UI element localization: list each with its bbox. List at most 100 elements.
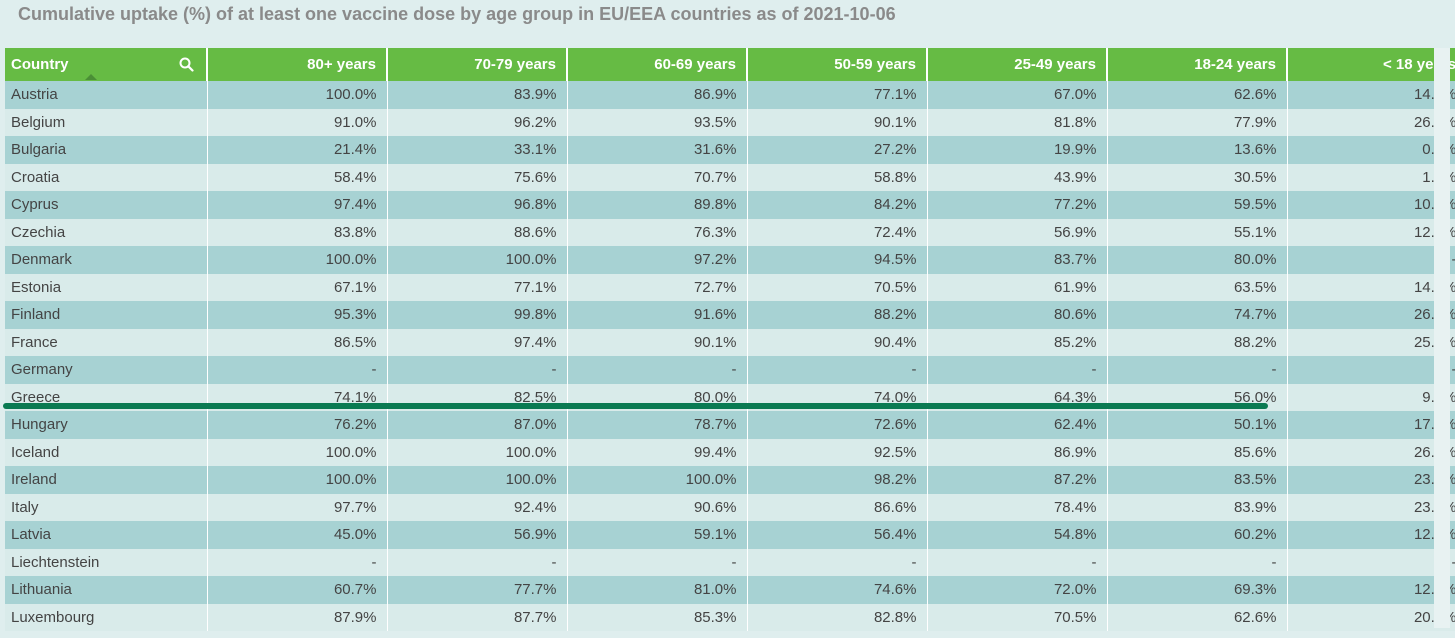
search-icon[interactable] bbox=[179, 57, 194, 76]
table-row[interactable]: Austria100.0%83.9%86.9%77.1%67.0%62.6%14… bbox=[5, 81, 1455, 109]
uptake-value-cell: 20.7% bbox=[1287, 603, 1455, 631]
column-header-under-18[interactable]: < 18 years bbox=[1287, 48, 1455, 81]
uptake-value-cell: - bbox=[747, 548, 928, 576]
uptake-value-cell: 96.2% bbox=[387, 108, 568, 136]
vertical-scrollbar[interactable] bbox=[1434, 48, 1450, 628]
uptake-value-cell: - bbox=[567, 356, 748, 384]
uptake-value-cell: 99.8% bbox=[387, 301, 568, 329]
uptake-value-cell: 59.5% bbox=[1107, 191, 1288, 219]
table-row[interactable]: Cyprus97.4%96.8%89.8%84.2%77.2%59.5%10.7… bbox=[5, 191, 1455, 219]
uptake-value-cell: 77.1% bbox=[387, 273, 568, 301]
uptake-value-cell: 76.3% bbox=[567, 218, 748, 246]
uptake-value-cell: 80.0% bbox=[1107, 246, 1288, 274]
uptake-value-cell: 56.9% bbox=[387, 521, 568, 549]
uptake-value-cell: 90.4% bbox=[747, 328, 928, 356]
uptake-value-cell: 77.1% bbox=[747, 81, 928, 109]
uptake-value-cell: 87.0% bbox=[387, 411, 568, 439]
column-header-country[interactable]: Country bbox=[5, 48, 208, 81]
uptake-value-cell: 54.8% bbox=[927, 521, 1108, 549]
table-row[interactable]: France86.5%97.4%90.1%90.4%85.2%88.2%25.3… bbox=[5, 328, 1455, 356]
uptake-value-cell: - bbox=[207, 356, 388, 384]
uptake-value-cell: 83.9% bbox=[387, 81, 568, 109]
uptake-value-cell: 62.4% bbox=[927, 411, 1108, 439]
country-name-cell: Estonia bbox=[5, 273, 208, 301]
country-name-cell: Iceland bbox=[5, 438, 208, 466]
uptake-value-cell: 99.4% bbox=[567, 438, 748, 466]
uptake-value-cell: - bbox=[387, 548, 568, 576]
table-row[interactable]: Belgium91.0%96.2%93.5%90.1%81.8%77.9%26.… bbox=[5, 108, 1455, 136]
uptake-value-cell: 33.1% bbox=[387, 136, 568, 164]
table-row[interactable]: Finland95.3%99.8%91.6%88.2%80.6%74.7%26.… bbox=[5, 301, 1455, 329]
uptake-value-cell: 56.9% bbox=[927, 218, 1108, 246]
uptake-value-cell: - bbox=[387, 356, 568, 384]
table-row[interactable]: Czechia83.8%88.6%76.3%72.4%56.9%55.1%12.… bbox=[5, 218, 1455, 246]
table-row[interactable]: Hungary76.2%87.0%78.7%72.6%62.4%50.1%17.… bbox=[5, 411, 1455, 439]
uptake-value-cell: 94.5% bbox=[747, 246, 928, 274]
uptake-value-cell: 78.7% bbox=[567, 411, 748, 439]
column-header-80plus[interactable]: 80+ years bbox=[207, 48, 388, 81]
column-header-50-59[interactable]: 50-59 years bbox=[747, 48, 928, 81]
uptake-value-cell: 21.4% bbox=[207, 136, 388, 164]
uptake-value-cell: 31.6% bbox=[567, 136, 748, 164]
country-name-cell: Latvia bbox=[5, 521, 208, 549]
uptake-value-cell: 9.0% bbox=[1287, 383, 1455, 411]
uptake-value-cell: 97.2% bbox=[567, 246, 748, 274]
table-row[interactable]: Iceland100.0%100.0%99.4%92.5%86.9%85.6%2… bbox=[5, 438, 1455, 466]
highlight-underline bbox=[3, 403, 1268, 409]
uptake-value-cell: 14.6% bbox=[1287, 81, 1455, 109]
uptake-value-cell: 62.6% bbox=[1107, 603, 1288, 631]
uptake-value-cell: 88.6% bbox=[387, 218, 568, 246]
table-row[interactable]: Ireland 100.0% 100.0% 100.0% 98.2% 87.2% 83.5%… bbox=[5, 466, 1455, 494]
table-row[interactable]: Germany------- bbox=[5, 356, 1455, 384]
column-header-70-79[interactable]: 70-79 years bbox=[387, 48, 568, 81]
column-header-25-49[interactable]: 25-49 years bbox=[927, 48, 1108, 81]
sort-ascending-icon[interactable] bbox=[85, 74, 97, 80]
column-header-18-24[interactable]: 18-24 years bbox=[1107, 48, 1288, 81]
uptake-value-cell: 89.8% bbox=[567, 191, 748, 219]
table-row[interactable]: Liechtenstein------- bbox=[5, 548, 1455, 576]
uptake-value-cell: 60.7% bbox=[207, 576, 388, 604]
country-name-cell: Austria bbox=[5, 81, 208, 109]
chart-title: Cumulative uptake (%) of at least one va… bbox=[18, 4, 896, 24]
country-name-cell: Finland bbox=[5, 301, 208, 329]
uptake-value-cell: 100.0% bbox=[387, 438, 568, 466]
uptake-value-cell: 43.9% bbox=[927, 163, 1108, 191]
uptake-value-cell: 23.4% bbox=[1287, 466, 1455, 494]
uptake-value-cell: 100.0% bbox=[387, 246, 568, 274]
table-row[interactable]: Estonia67.1%77.1%72.7%70.5%61.9%63.5%14.… bbox=[5, 273, 1455, 301]
uptake-value-cell: 95.3% bbox=[207, 301, 388, 329]
uptake-value-cell: 86.5% bbox=[207, 328, 388, 356]
uptake-value-cell: 97.4% bbox=[207, 191, 388, 219]
uptake-value-cell: 70.5% bbox=[927, 603, 1108, 631]
data-table-container: Country 80+ years 70-79 years 60-69 year… bbox=[5, 48, 1455, 631]
uptake-value-cell: 50.1% bbox=[1107, 411, 1288, 439]
uptake-value-cell: 26.9% bbox=[1287, 108, 1455, 136]
uptake-value-cell: 83.5% bbox=[1107, 466, 1288, 494]
table-row[interactable]: Lithuania60.7%77.7%81.0%74.6%72.0%69.3%1… bbox=[5, 576, 1455, 604]
uptake-value-cell: 80.6% bbox=[927, 301, 1108, 329]
uptake-value-cell: 27.2% bbox=[747, 136, 928, 164]
uptake-value-cell: 98.2% bbox=[747, 466, 928, 494]
column-header-60-69[interactable]: 60-69 years bbox=[567, 48, 748, 81]
table-row[interactable]: Luxembourg 87.9% 87.7% 85.3% 82.8% 70.5% 62.6%… bbox=[5, 603, 1455, 631]
table-row[interactable]: Croatia58.4%75.6%70.7%58.8%43.9%30.5%1.7… bbox=[5, 163, 1455, 191]
uptake-value-cell: 12.2% bbox=[1287, 521, 1455, 549]
uptake-value-cell: 93.5% bbox=[567, 108, 748, 136]
country-name-cell: Luxembourg bbox=[5, 603, 208, 631]
uptake-value-cell: - bbox=[747, 356, 928, 384]
table-row[interactable]: Bulgaria21.4%33.1%31.6%27.2%19.9%13.6%0.… bbox=[5, 136, 1455, 164]
uptake-value-cell: 85.3% bbox=[567, 603, 748, 631]
uptake-value-cell: - bbox=[1287, 548, 1455, 576]
uptake-value-cell: 72.0% bbox=[927, 576, 1108, 604]
country-name-cell: Belgium bbox=[5, 108, 208, 136]
uptake-value-cell: 100.0% bbox=[207, 438, 388, 466]
uptake-value-cell: 26.1% bbox=[1287, 438, 1455, 466]
uptake-value-cell: 83.8% bbox=[207, 218, 388, 246]
country-name-cell: Cyprus bbox=[5, 191, 208, 219]
uptake-value-cell: 69.3% bbox=[1107, 576, 1288, 604]
uptake-value-cell: 92.4% bbox=[387, 493, 568, 521]
uptake-value-cell: 19.9% bbox=[927, 136, 1108, 164]
table-row[interactable]: Latvia45.0%56.9%59.1%56.4%54.8%60.2%12.2… bbox=[5, 521, 1455, 549]
